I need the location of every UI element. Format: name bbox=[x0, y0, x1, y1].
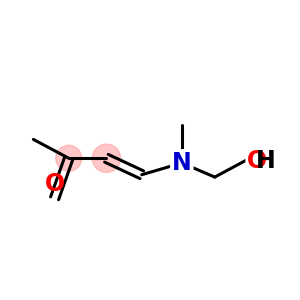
Text: O: O bbox=[44, 172, 65, 196]
Text: N: N bbox=[172, 151, 192, 175]
Circle shape bbox=[92, 144, 121, 172]
Circle shape bbox=[56, 145, 82, 171]
Text: H: H bbox=[256, 148, 276, 172]
Text: O: O bbox=[247, 148, 267, 172]
